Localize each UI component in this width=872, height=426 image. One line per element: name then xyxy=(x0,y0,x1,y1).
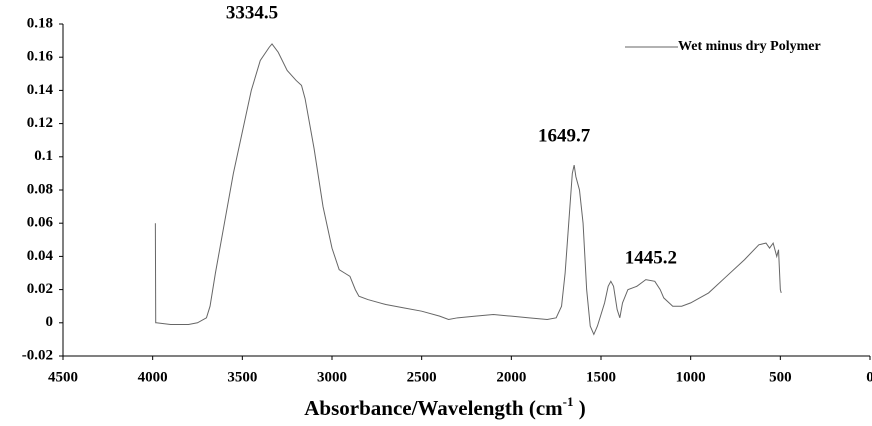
x-tick-label: 1500 xyxy=(586,369,616,385)
y-tick-label: 0 xyxy=(46,314,54,330)
x-tick-label: 4500 xyxy=(48,369,78,385)
y-tick-label: 0.1 xyxy=(34,148,53,164)
x-tick-label: 3000 xyxy=(317,369,347,385)
y-tick-label: 0.04 xyxy=(27,248,54,264)
series-line xyxy=(154,43,782,336)
x-tick-label: 500 xyxy=(769,369,792,385)
y-tick-label: 0.06 xyxy=(27,215,54,231)
annotation: 1649.7 xyxy=(538,125,591,146)
y-tick-label: 0.02 xyxy=(27,281,53,297)
y-tick-label: 0.12 xyxy=(27,115,53,131)
x-tick-label: 4000 xyxy=(138,369,168,385)
x-tick-label: 3500 xyxy=(227,369,257,385)
x-axis-label-suffix: ) xyxy=(574,396,586,420)
x-tick-label: 2500 xyxy=(407,369,437,385)
y-tick-label: -0.02 xyxy=(22,347,53,363)
y-tick-label: 0.16 xyxy=(27,49,54,65)
annotation: 3334.5 xyxy=(226,2,278,23)
x-tick-label: 1000 xyxy=(676,369,706,385)
x-axis-label: Absorbance/Wavelength (cm-1 ) xyxy=(304,394,586,420)
x-axis-label-superscript: -1 xyxy=(563,394,574,409)
y-tick-label: 0.08 xyxy=(27,181,53,197)
y-tick-label: 0.14 xyxy=(27,82,54,98)
annotation: 1445.2 xyxy=(625,248,677,269)
legend-label: Wet minus dry Polymer xyxy=(678,39,821,54)
x-tick-label: 2000 xyxy=(496,369,526,385)
y-tick-label: 0.18 xyxy=(27,15,53,31)
x-tick-label: 0 xyxy=(866,369,872,385)
x-axis-label-text: Absorbance/Wavelength (cm xyxy=(304,396,563,420)
